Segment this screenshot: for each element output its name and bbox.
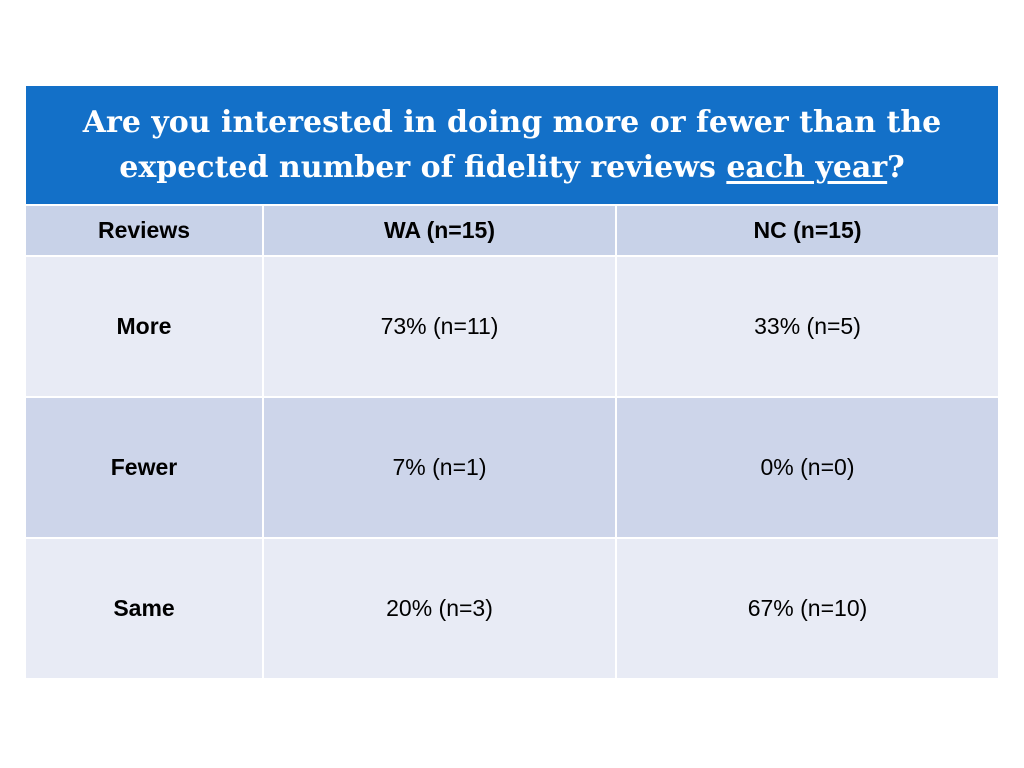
row-label: Same <box>26 538 264 680</box>
column-header-reviews: Reviews <box>26 205 264 257</box>
title-row: Are you interested in doing more or fewe… <box>26 86 998 206</box>
wa-value: 20% (n=3) <box>263 538 617 680</box>
wa-value: 7% (n=1) <box>263 397 617 539</box>
title-emphasis: each year <box>726 150 888 185</box>
column-header-row: Reviews WA (n=15) NC (n=15) <box>26 205 998 257</box>
row-label: Fewer <box>26 397 264 539</box>
table-row-fewer: Fewer 7% (n=1) 0% (n=0) <box>26 397 998 539</box>
row-label: More <box>26 256 264 398</box>
fidelity-reviews-table: Are you interested in doing more or fewe… <box>26 86 998 680</box>
column-header-wa: WA (n=15) <box>263 205 617 257</box>
title-line-1: Are you interested in doing more or fewe… <box>82 105 942 140</box>
table-row-same: Same 20% (n=3) 67% (n=10) <box>26 538 998 680</box>
table-title: Are you interested in doing more or fewe… <box>26 86 998 206</box>
nc-value: 33% (n=5) <box>616 256 998 398</box>
wa-value: 73% (n=11) <box>263 256 617 398</box>
title-line-2-text: expected number of fidelity reviews <box>119 150 727 185</box>
title-question-mark: ? <box>887 150 905 185</box>
nc-value: 0% (n=0) <box>616 397 998 539</box>
column-header-nc: NC (n=15) <box>616 205 998 257</box>
title-line-2: expected number of fidelity reviews each… <box>26 145 998 190</box>
nc-value: 67% (n=10) <box>616 538 998 680</box>
table-row-more: More 73% (n=11) 33% (n=5) <box>26 256 998 398</box>
